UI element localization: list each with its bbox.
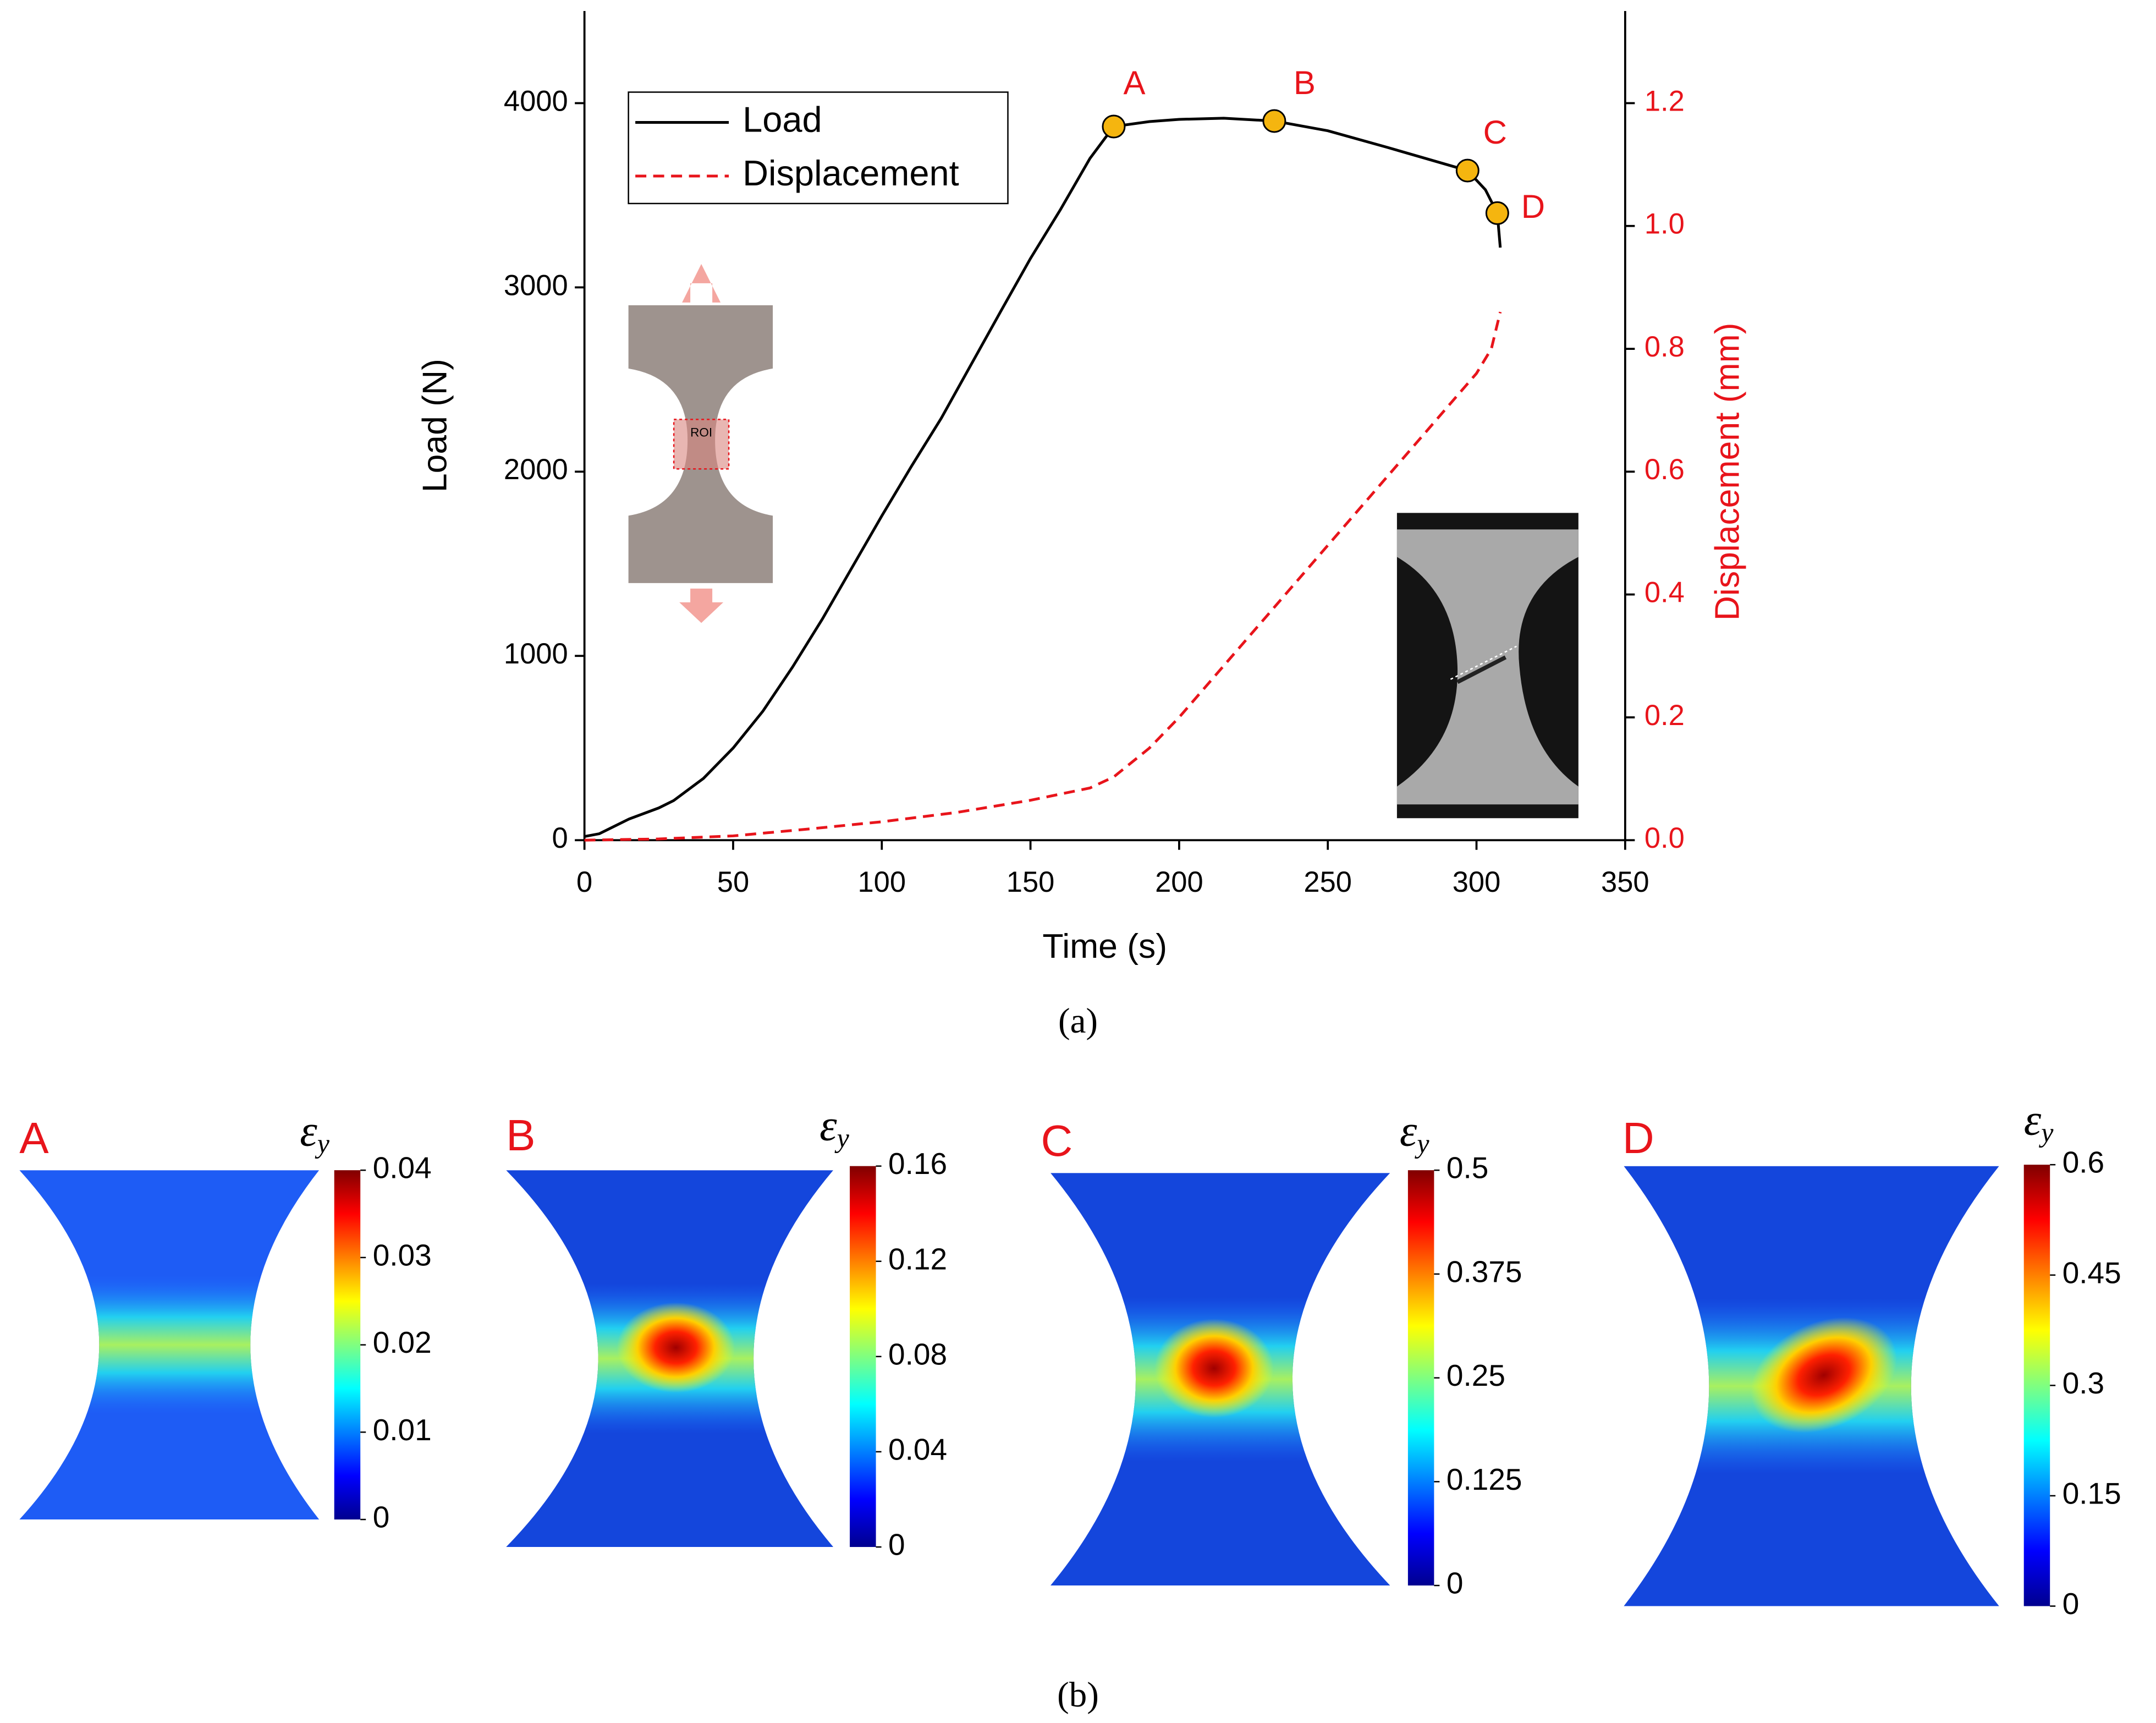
specimen-inset: ROI xyxy=(628,264,773,623)
colorbar-label: εy xyxy=(1400,1107,1430,1159)
colorbar-symbol: ε xyxy=(300,1107,317,1156)
colorbar xyxy=(850,1166,876,1548)
key-point-label: D xyxy=(1521,188,1545,225)
y2-tick-label: 1.2 xyxy=(1645,85,1685,117)
key-point xyxy=(1262,109,1286,133)
colorbar-tick-label: 0.03 xyxy=(373,1238,432,1272)
key-point-label: B xyxy=(1294,64,1316,101)
colorbar-tick-label: 0.375 xyxy=(1447,1254,1522,1288)
strain-map xyxy=(1050,1173,1390,1586)
y-tick-label: 4000 xyxy=(504,85,568,117)
x-axis-label: Time (s) xyxy=(1042,927,1167,965)
colorbar xyxy=(2023,1165,2050,1606)
y2-tick-label: 0.8 xyxy=(1645,331,1685,363)
colorbar-tick-label: 0.25 xyxy=(1447,1358,1505,1392)
x-tick-label: 350 xyxy=(1601,866,1649,898)
colorbar-symbol: ε xyxy=(820,1102,837,1150)
x-tick-label: 150 xyxy=(1007,866,1055,898)
colorbar-tick-label: 0.02 xyxy=(373,1325,432,1359)
colorbar-tick-label: 0.6 xyxy=(2062,1145,2104,1179)
colorbar-tick-label: 0 xyxy=(373,1500,390,1534)
y2-tick-label: 0.2 xyxy=(1645,699,1685,732)
panel-label: C xyxy=(1041,1116,1073,1165)
legend-label: Displacement xyxy=(743,153,959,193)
x-tick-label: 50 xyxy=(717,866,749,898)
colorbar-tick-label: 0.16 xyxy=(888,1146,947,1181)
map-hotspot xyxy=(617,1302,735,1393)
key-point-label: A xyxy=(1123,64,1145,101)
y2-tick-label: 0.6 xyxy=(1645,453,1685,486)
map-hotspot xyxy=(1751,1317,1897,1433)
colorbar-tick-label: 0.08 xyxy=(888,1337,947,1371)
colorbar-tick-label: 0 xyxy=(1447,1566,1464,1600)
y-tick-label: 3000 xyxy=(504,269,568,301)
y-axis-label: Load (N) xyxy=(416,359,454,492)
colorbar-tick-label: 0.5 xyxy=(1447,1151,1488,1185)
caption: (a) xyxy=(1058,1001,1098,1041)
y-tick-label: 2000 xyxy=(504,453,568,486)
series-line xyxy=(584,311,1502,842)
strain-map xyxy=(1624,1166,1999,1606)
colorbar-label: εy xyxy=(820,1102,850,1154)
x-tick-label: 200 xyxy=(1155,866,1203,898)
panel-label: D xyxy=(1623,1113,1654,1162)
colorbar-subscript: y xyxy=(315,1128,330,1159)
panel-label: B xyxy=(506,1111,535,1160)
series-line xyxy=(584,117,1502,838)
colorbar-tick-label: 0.45 xyxy=(2062,1255,2121,1289)
strain-map xyxy=(506,1170,834,1548)
x-tick-label: 100 xyxy=(857,866,906,898)
colorbar-subscript: y xyxy=(1414,1128,1429,1159)
panel-label: A xyxy=(19,1113,49,1162)
y-tick-label: 1000 xyxy=(504,638,568,670)
x-tick-label: 300 xyxy=(1453,866,1501,898)
key-point xyxy=(1102,114,1126,139)
key-point-label: C xyxy=(1483,114,1507,151)
colorbar-tick-label: 0 xyxy=(888,1528,905,1562)
colorbar-tick-label: 0.15 xyxy=(2062,1476,2121,1510)
arrow-up xyxy=(682,264,721,303)
x-tick-label: 0 xyxy=(576,866,592,898)
arrow-down xyxy=(679,588,724,623)
y2-tick-label: 0.4 xyxy=(1645,577,1685,609)
colorbar-tick-label: 0.04 xyxy=(888,1432,947,1466)
colorbar-tick-label: 0.04 xyxy=(373,1151,432,1185)
colorbar-tick-label: 0.125 xyxy=(1447,1462,1522,1496)
colorbar xyxy=(334,1170,361,1520)
colorbar-symbol: ε xyxy=(2024,1096,2042,1145)
caption: (b) xyxy=(1057,1675,1099,1715)
key-point xyxy=(1485,201,1509,225)
colorbar-tick-label: 0.12 xyxy=(888,1242,947,1276)
photo-inset xyxy=(1396,513,1579,819)
colorbar-symbol: ε xyxy=(1400,1107,1417,1156)
key-point xyxy=(1455,158,1480,183)
colorbar-subscript: y xyxy=(834,1123,850,1154)
y2-tick-label: 0.0 xyxy=(1645,822,1685,854)
strain-map xyxy=(19,1170,320,1520)
legend-box xyxy=(628,91,1009,205)
legend-label: Load xyxy=(743,100,822,140)
map-band xyxy=(19,1170,320,1520)
colorbar-tick-label: 0.3 xyxy=(2062,1366,2104,1400)
colorbar-tick-label: 0.01 xyxy=(373,1413,432,1447)
y2-axis-label: Displacement (mm) xyxy=(1708,323,1746,621)
colorbar-tick-label: 0 xyxy=(2062,1587,2080,1621)
map-hotspot xyxy=(1154,1319,1274,1418)
x-tick-label: 250 xyxy=(1304,866,1352,898)
y-tick-label: 0 xyxy=(552,822,568,854)
colorbar xyxy=(1407,1170,1434,1586)
roi-label: ROI xyxy=(690,425,712,439)
colorbar-label: εy xyxy=(300,1107,330,1159)
colorbar-subscript: y xyxy=(2038,1117,2054,1148)
y2-tick-label: 1.0 xyxy=(1645,208,1685,240)
colorbar-label: εy xyxy=(2024,1096,2054,1148)
roi-box xyxy=(673,419,730,470)
